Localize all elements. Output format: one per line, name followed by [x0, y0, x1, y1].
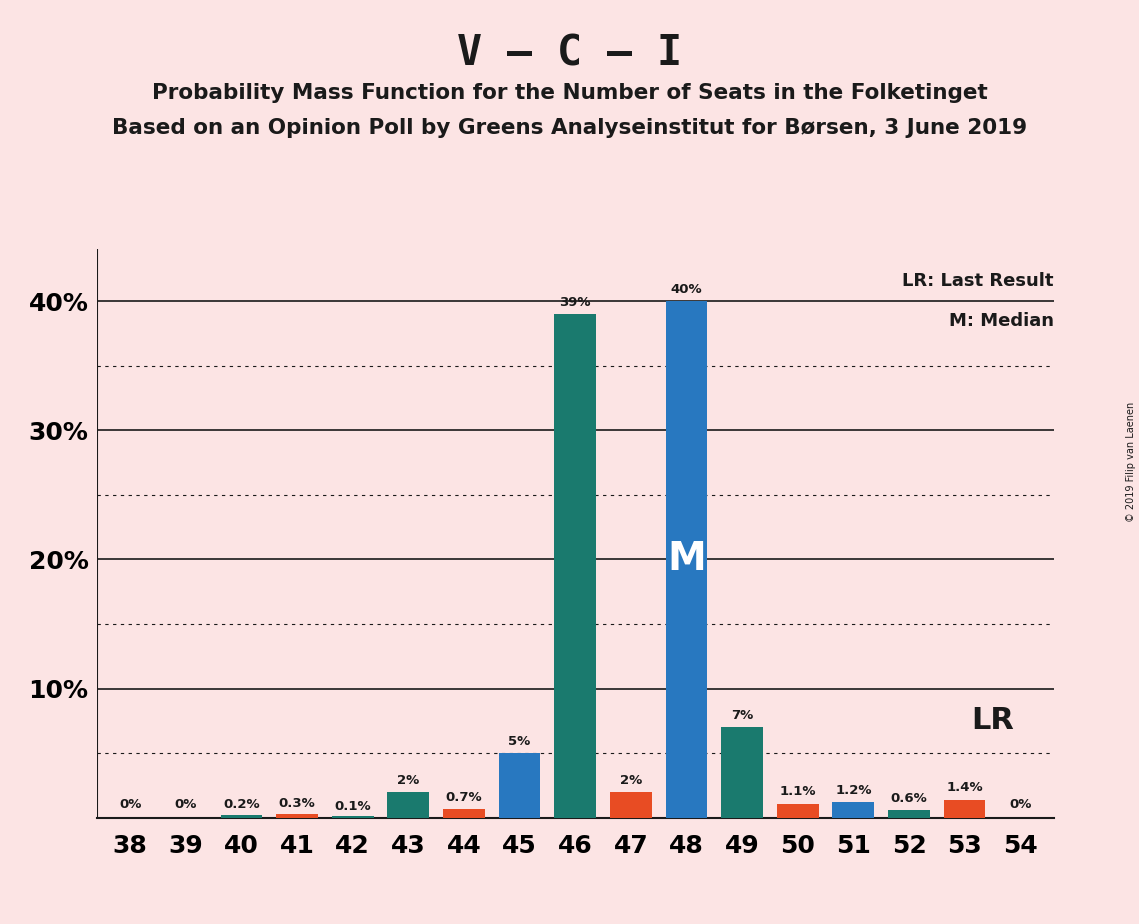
Text: © 2019 Filip van Laenen: © 2019 Filip van Laenen [1126, 402, 1136, 522]
Text: M: M [667, 541, 706, 578]
Bar [833, 802, 875, 818]
Bar [777, 804, 819, 818]
Bar [611, 792, 652, 818]
Bar [888, 810, 929, 818]
Text: 39%: 39% [559, 296, 591, 309]
Bar [387, 792, 429, 818]
Text: 0.2%: 0.2% [223, 798, 260, 811]
Bar [555, 314, 596, 818]
Bar [721, 727, 763, 818]
Text: 2%: 2% [398, 773, 419, 786]
Bar [443, 808, 485, 818]
Text: 0.7%: 0.7% [445, 791, 482, 804]
Text: 0%: 0% [174, 798, 197, 811]
Text: 0%: 0% [118, 798, 141, 811]
Text: LR: Last Result: LR: Last Result [902, 272, 1054, 290]
Bar [499, 753, 540, 818]
Text: 40%: 40% [671, 283, 703, 296]
Text: Based on an Opinion Poll by Greens Analyseinstitut for Børsen, 3 June 2019: Based on an Opinion Poll by Greens Analy… [112, 118, 1027, 139]
Bar [665, 301, 707, 818]
Text: 5%: 5% [508, 735, 531, 748]
Text: 0.1%: 0.1% [335, 799, 371, 812]
Text: 0%: 0% [1009, 798, 1032, 811]
Text: Probability Mass Function for the Number of Seats in the Folketinget: Probability Mass Function for the Number… [151, 83, 988, 103]
Text: M: Median: M: Median [949, 312, 1054, 330]
Text: 2%: 2% [620, 773, 642, 786]
Text: 1.1%: 1.1% [779, 785, 816, 798]
Text: V – C – I: V – C – I [457, 32, 682, 74]
Bar [944, 799, 985, 818]
Bar [331, 817, 374, 818]
Text: 7%: 7% [731, 709, 753, 723]
Text: 1.4%: 1.4% [947, 782, 983, 795]
Bar [277, 814, 318, 818]
Text: 1.2%: 1.2% [835, 784, 871, 797]
Text: LR: LR [970, 706, 1014, 736]
Bar [221, 815, 262, 818]
Text: 0.6%: 0.6% [891, 792, 927, 805]
Text: 0.3%: 0.3% [279, 797, 316, 810]
